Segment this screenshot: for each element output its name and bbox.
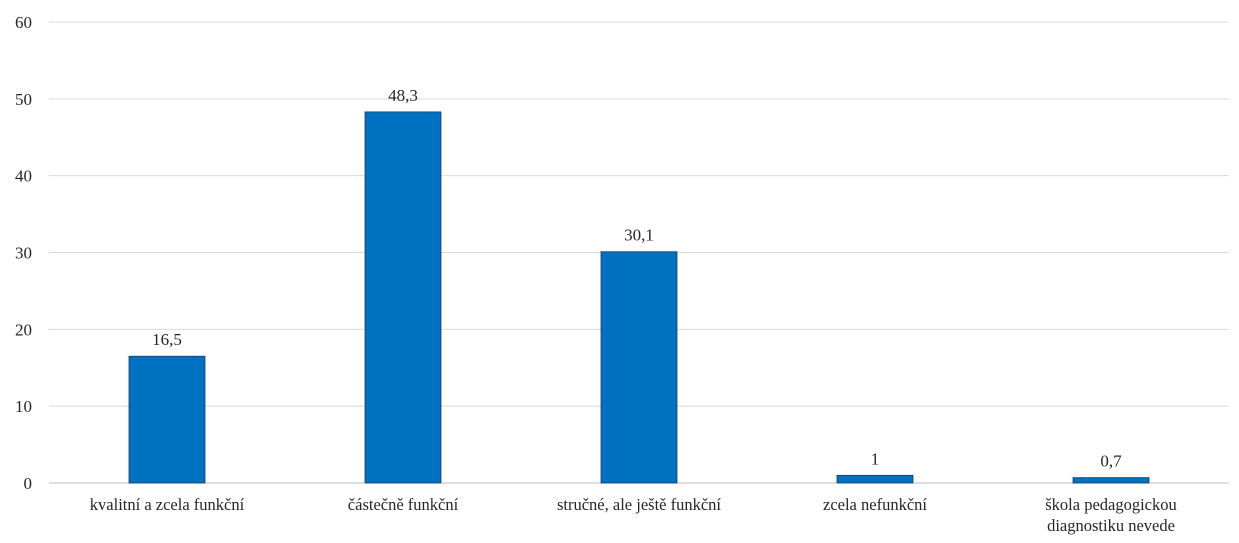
data-label: 48,3 bbox=[388, 86, 418, 105]
category-label: zcela nefunkční bbox=[823, 495, 927, 514]
y-axis-tick-labels: 0 10 20 30 40 50 60 bbox=[15, 13, 32, 493]
category-label-line: zcela nefunkční bbox=[823, 495, 927, 514]
y-tick-label: 0 bbox=[24, 474, 33, 493]
bars bbox=[128, 111, 1150, 484]
category-label: částečně funkční bbox=[348, 495, 459, 514]
y-tick-label: 10 bbox=[15, 397, 32, 416]
data-label: 1 bbox=[871, 449, 880, 468]
category-label-line: kvalitní a zcela funkční bbox=[90, 495, 245, 514]
data-label: 30,1 bbox=[624, 226, 654, 245]
y-tick-label: 30 bbox=[15, 244, 32, 263]
bar bbox=[1072, 477, 1150, 484]
category-label-line: škola pedagogickou bbox=[1045, 495, 1177, 514]
category-label: kvalitní a zcela funkční bbox=[90, 495, 245, 514]
bar bbox=[364, 111, 442, 484]
category-label-line: diagnostiku nevede bbox=[1047, 516, 1175, 535]
y-tick-label: 40 bbox=[15, 167, 32, 186]
data-labels: 16,5 48,3 30,1 1 0,7 bbox=[152, 86, 1122, 471]
bar bbox=[836, 474, 914, 484]
category-label-line: stručné, ale ještě funkční bbox=[557, 495, 721, 514]
x-axis-category-labels: kvalitní a zcela funkční částečně funkční… bbox=[90, 495, 1177, 535]
y-tick-label: 20 bbox=[15, 320, 32, 339]
bar bbox=[128, 355, 206, 484]
data-label: 16,5 bbox=[152, 330, 182, 349]
category-label: škola pedagogickou diagnostiku nevede bbox=[1045, 495, 1177, 535]
data-label: 0,7 bbox=[1100, 452, 1122, 471]
y-tick-label: 60 bbox=[15, 13, 32, 32]
y-tick-label: 50 bbox=[15, 90, 32, 109]
category-label-line: částečně funkční bbox=[348, 495, 459, 514]
bar bbox=[600, 251, 678, 484]
category-label: stručné, ale ještě funkční bbox=[557, 495, 721, 514]
